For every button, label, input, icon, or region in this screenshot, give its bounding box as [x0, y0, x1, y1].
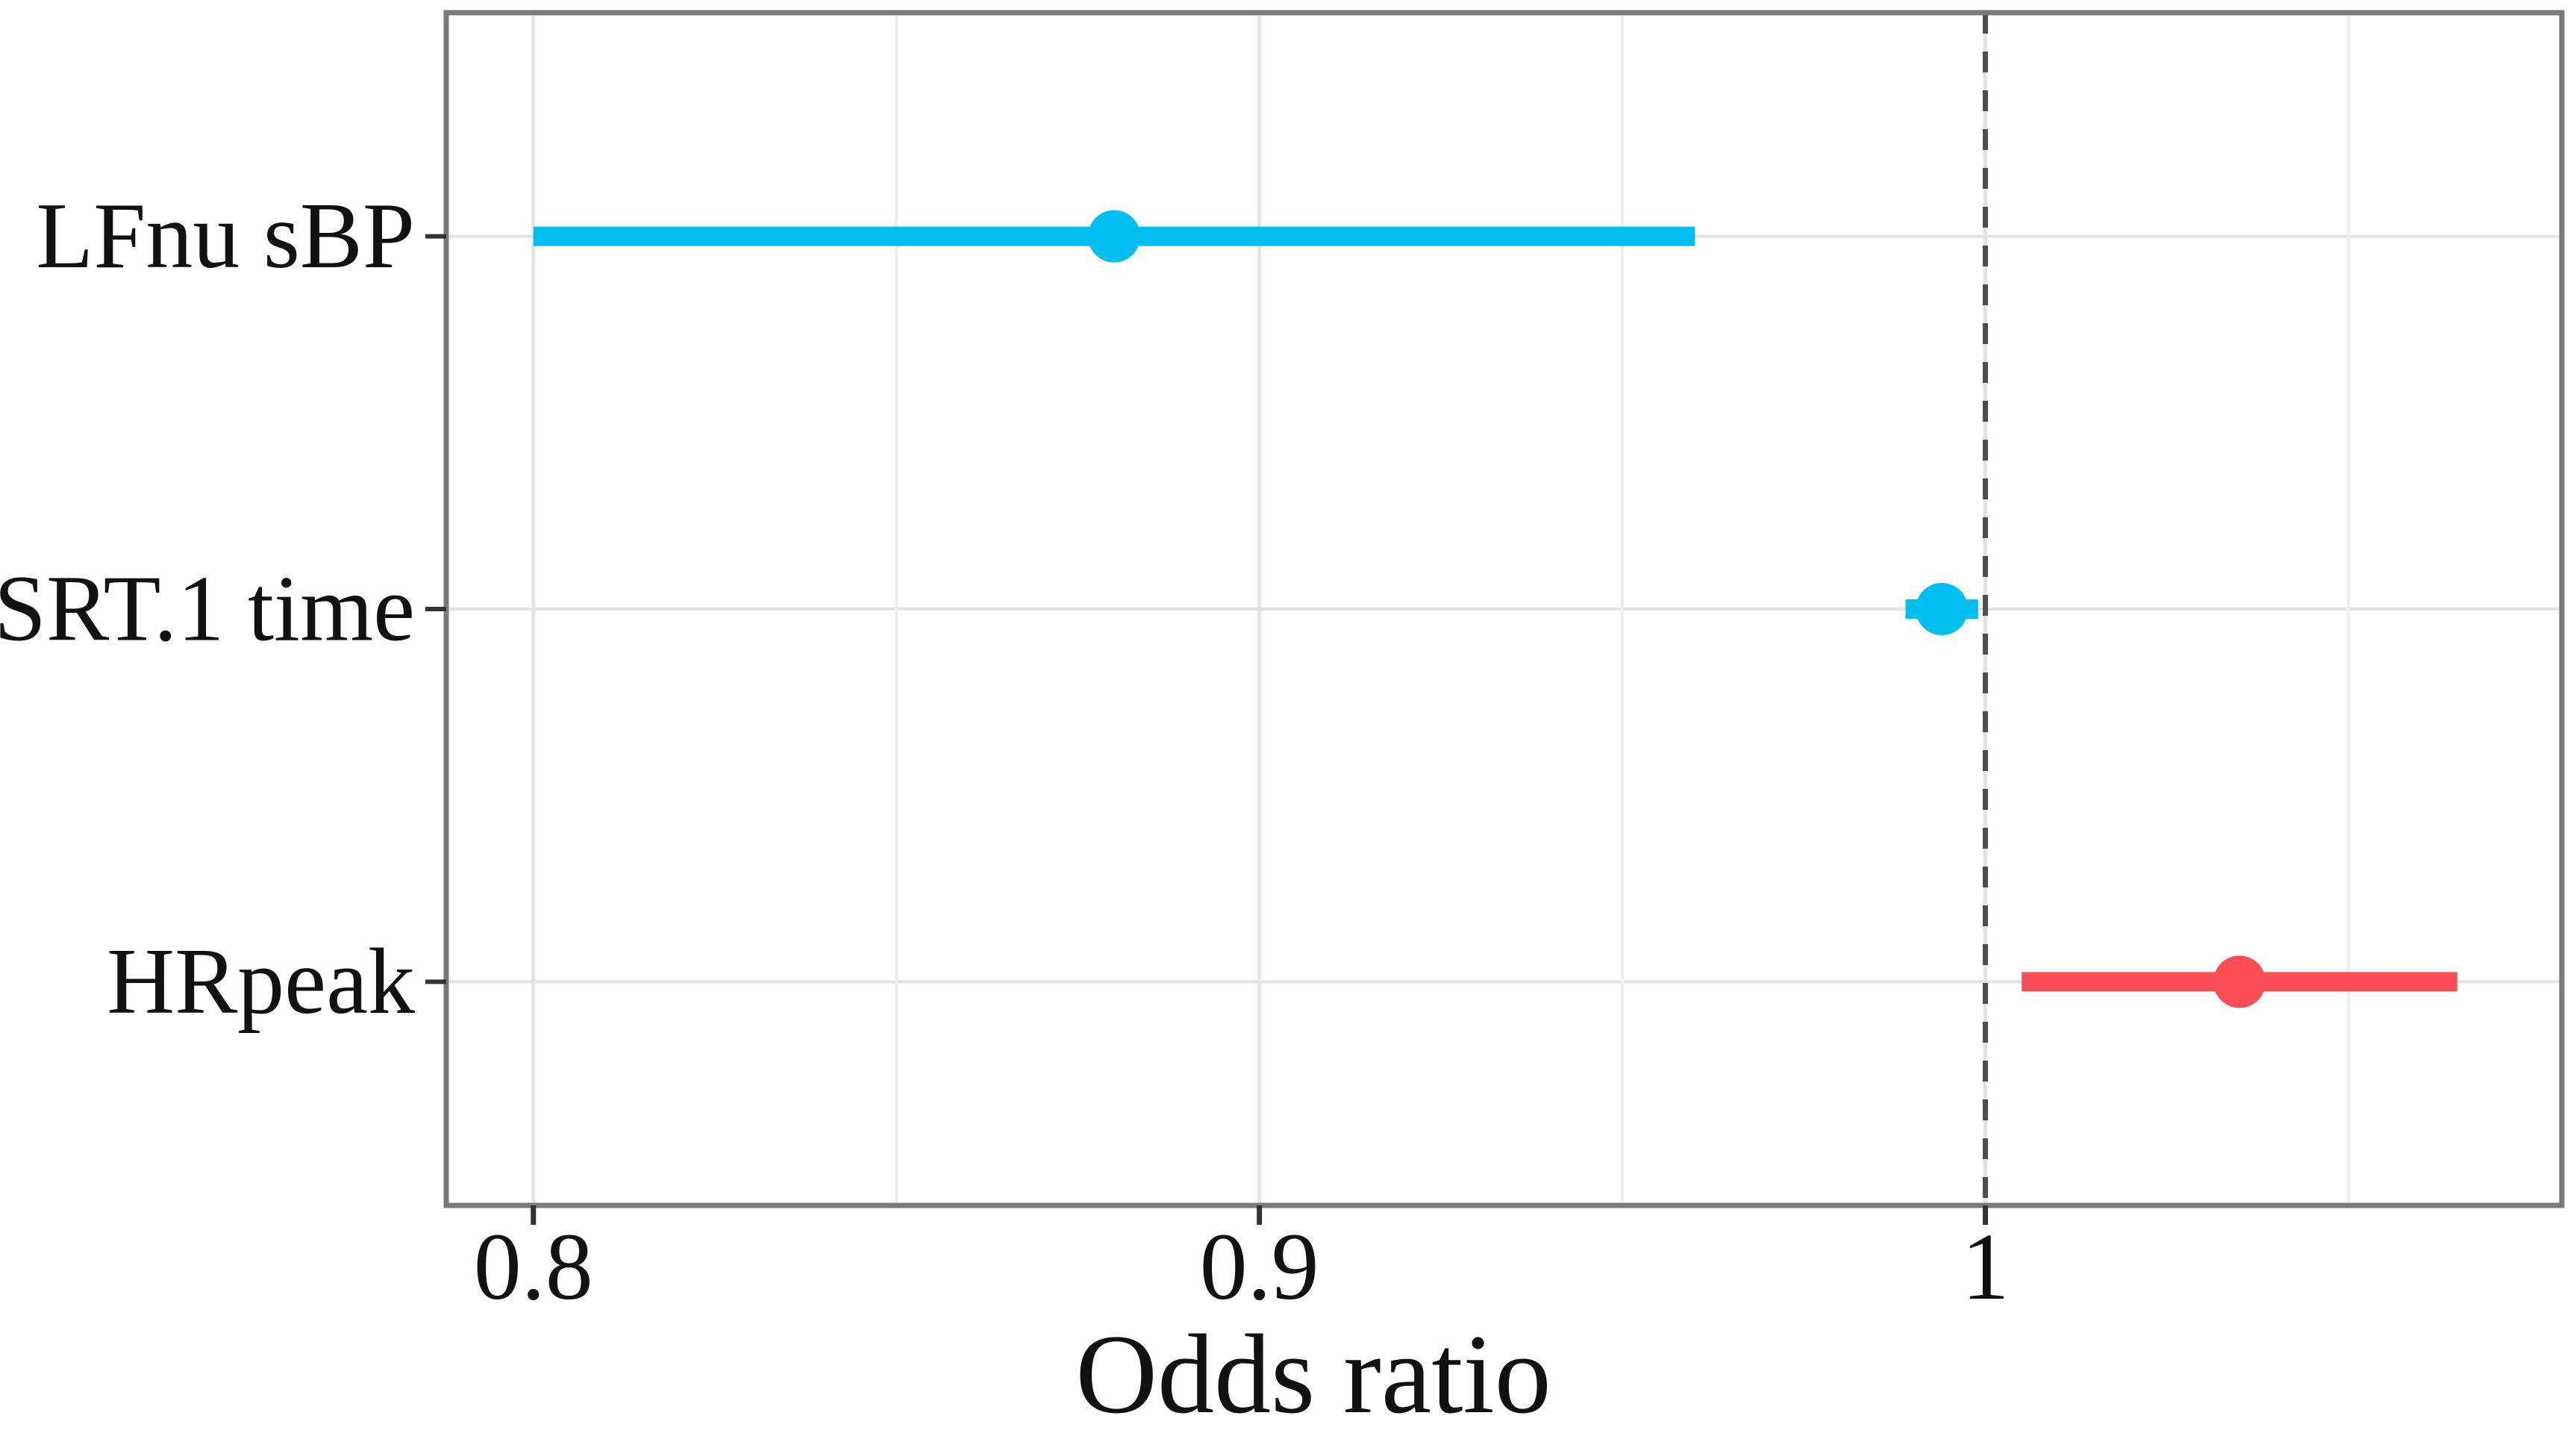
data-layer	[533, 210, 2457, 1008]
odds-ratio-dot	[1916, 583, 1969, 635]
category-label: SRT.1 time	[0, 558, 415, 661]
axis-layer: LFnu sBP SRT.1 time HRpeak 0.8 0.9 1 Odds rati…	[0, 184, 2010, 1437]
x-tick-label: 1	[1962, 1214, 2010, 1320]
category-label: HRpeak	[107, 930, 415, 1034]
odds-ratio-dot	[1088, 210, 1141, 263]
category-label: LFnu sBP	[36, 184, 415, 288]
x-tick-label: 0.9	[1200, 1214, 1319, 1320]
x-axis-title: Odds ratio	[1075, 1311, 1551, 1437]
x-tick-label: 0.8	[474, 1214, 593, 1320]
odds-ratio-dot	[2213, 955, 2266, 1008]
